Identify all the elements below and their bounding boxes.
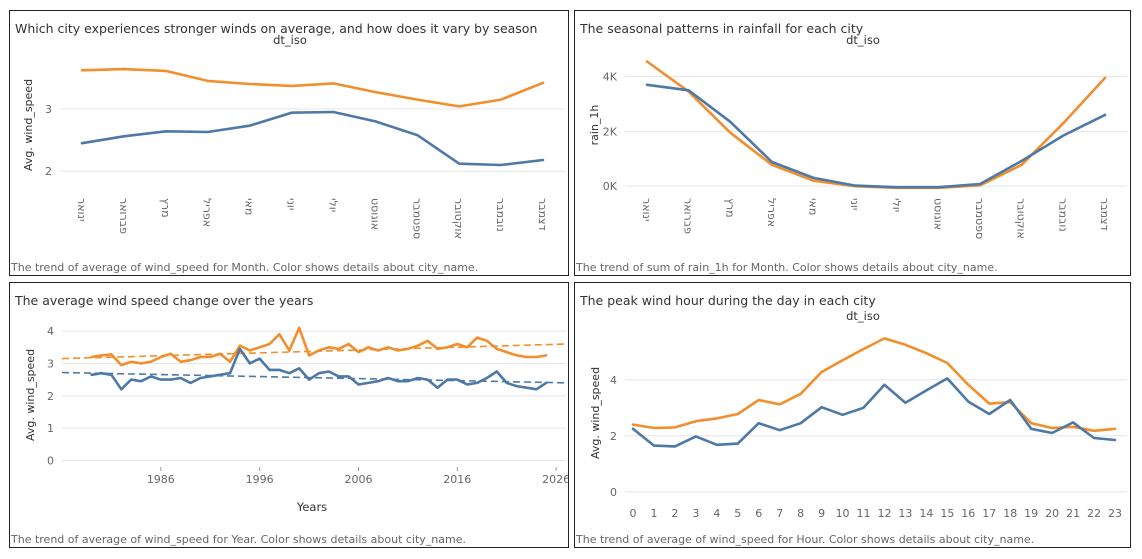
series-line-blue <box>80 110 545 167</box>
x-tick-label: מרץ <box>159 198 172 218</box>
x-tick-label: אפריל <box>201 198 214 227</box>
chart-header: dt_iso <box>846 33 880 47</box>
x-tick-label: נובמבר <box>1056 198 1069 232</box>
x-tick-label: 18 <box>1003 507 1017 520</box>
x-tick-label: 14 <box>919 507 933 520</box>
chart-caption: The trend of sum of rain_1h for Month. C… <box>576 261 998 274</box>
y-tick-label: 2K <box>603 125 618 138</box>
x-tick-label: פברואר <box>682 198 695 234</box>
x-tick-label: 12 <box>877 507 891 520</box>
chart-caption: The trend of average of wind_speed for H… <box>576 533 1035 546</box>
month-rain-chart: dt_iso rain_1h 0K 2K 4K ינואר פברואר מרץ אפריל מא… <box>588 33 1127 239</box>
x-tick-label: 3 <box>692 507 699 520</box>
y-tick-label: 1 <box>47 422 54 435</box>
x-tick-label: 11 <box>857 507 871 520</box>
x-tick-label: 19 <box>1024 507 1038 520</box>
x-tick-label: יולי <box>326 198 339 212</box>
x-axis-label: Years <box>296 500 327 514</box>
y-axis-label: Avg. wind_speed <box>589 367 602 459</box>
x-tick-label: 20 <box>1045 507 1059 520</box>
series-line-orange <box>80 67 545 108</box>
chart-title: The seasonal patterns in rainfall for ea… <box>580 21 864 36</box>
x-tick-label: מאי <box>807 198 820 215</box>
x-tick-label: 21 <box>1066 507 1080 520</box>
chart-panel-month-rain: The seasonal patterns in rainfall for ea… <box>574 10 1131 276</box>
y-axis-label: Avg. wind_speed <box>24 349 37 441</box>
chart-panel-month-wind: Which city experiences stronger winds on… <box>9 10 569 276</box>
x-tick-label: 2016 <box>443 473 471 486</box>
trend-line <box>61 343 567 360</box>
chart-title: The average wind speed change over the y… <box>15 293 314 308</box>
x-tick-label: 1996 <box>246 473 274 486</box>
x-tick-label: 9 <box>818 507 825 520</box>
x-tick-label: נובמבר <box>494 198 507 232</box>
chart-panel-year-wind: The average wind speed change over the y… <box>9 282 569 548</box>
x-tick-label: אוקטובר <box>452 198 465 239</box>
y-tick-label: 4K <box>603 71 618 84</box>
x-tick-label: פברואר <box>117 198 130 234</box>
series-line-blue <box>645 83 1107 189</box>
y-tick-label: 3 <box>45 103 52 116</box>
x-tick-label: 2 <box>671 507 678 520</box>
chart-panel-hour-wind: The peak wind hour during the day in eac… <box>574 282 1131 548</box>
x-tick-label: יוני <box>848 198 861 210</box>
x-tick-label: 17 <box>982 507 996 520</box>
chart-header: dt_iso <box>273 33 307 47</box>
y-axis-label: rain_1h <box>588 105 601 146</box>
series-line-blue <box>90 347 548 391</box>
y-tick-label: 0K <box>603 180 618 193</box>
x-tick-label: 4 <box>713 507 720 520</box>
chart-title: The peak wind hour during the day in eac… <box>580 293 876 308</box>
x-tick-label: 2006 <box>344 473 372 486</box>
series-line-orange <box>631 337 1117 433</box>
month-wind-chart: dt_iso Avg. wind_speed 2 3 ינואר פברואר מרץ אפר… <box>22 33 565 239</box>
chart-caption: The trend of average of wind_speed for M… <box>11 261 479 274</box>
x-tick-label: 1986 <box>147 473 175 486</box>
x-tick-label: 13 <box>898 507 912 520</box>
y-tick-label: 2 <box>45 165 52 178</box>
year-wind-chart: Avg. wind_speed Years 0 1 2 3 4 1986 1996 2006 201… <box>24 325 569 514</box>
chart-title: Which city experiences stronger winds on… <box>15 21 538 36</box>
x-tick-label: אוקטובר <box>1015 198 1028 239</box>
y-tick-label: 2 <box>610 430 617 443</box>
y-axis-label: Avg. wind_speed <box>22 79 35 171</box>
y-tick-label: 0 <box>610 486 617 499</box>
x-tick-label: 22 <box>1087 507 1101 520</box>
x-tick-label: 8 <box>797 507 804 520</box>
chart-caption: The trend of average of wind_speed for Y… <box>11 533 466 546</box>
x-tick-label: 5 <box>734 507 741 520</box>
x-tick-label: אפריל <box>765 198 778 227</box>
x-tick-label: מאי <box>243 198 256 215</box>
y-tick-label: 4 <box>47 325 54 338</box>
x-tick-label: ספטמבר <box>973 198 986 239</box>
x-tick-label: 7 <box>776 507 783 520</box>
series-line-orange <box>90 326 548 367</box>
x-tick-label: 23 <box>1108 507 1122 520</box>
x-tick-label: 2026 <box>542 473 569 486</box>
chart-header: dt_iso <box>846 309 880 323</box>
x-tick-label: ינואר <box>75 198 88 221</box>
x-tick-label: 10 <box>836 507 850 520</box>
x-tick-label: אוגוסט <box>368 198 381 230</box>
x-tick-label: אוגוסט <box>931 198 944 230</box>
x-tick-label: 0 <box>630 507 637 520</box>
series-line-orange <box>645 60 1107 190</box>
x-tick-label: מרץ <box>723 198 736 218</box>
y-tick-label: 3 <box>47 357 54 370</box>
y-tick-label: 0 <box>47 455 54 468</box>
x-tick-label: 16 <box>961 507 975 520</box>
x-tick-label: 1 <box>650 507 657 520</box>
x-tick-label: 15 <box>940 507 954 520</box>
x-tick-label: יוני <box>285 198 298 210</box>
y-tick-label: 4 <box>610 374 617 387</box>
x-tick-label: דצמבר <box>536 198 549 231</box>
x-tick-label: ספטמבר <box>410 198 423 239</box>
series-line-blue <box>631 377 1117 448</box>
x-tick-label: 6 <box>755 507 762 520</box>
x-tick-label: דצמבר <box>1098 198 1111 231</box>
y-tick-label: 2 <box>47 390 54 403</box>
x-tick-label: ינואר <box>640 198 653 221</box>
x-tick-label: יולי <box>890 198 903 212</box>
